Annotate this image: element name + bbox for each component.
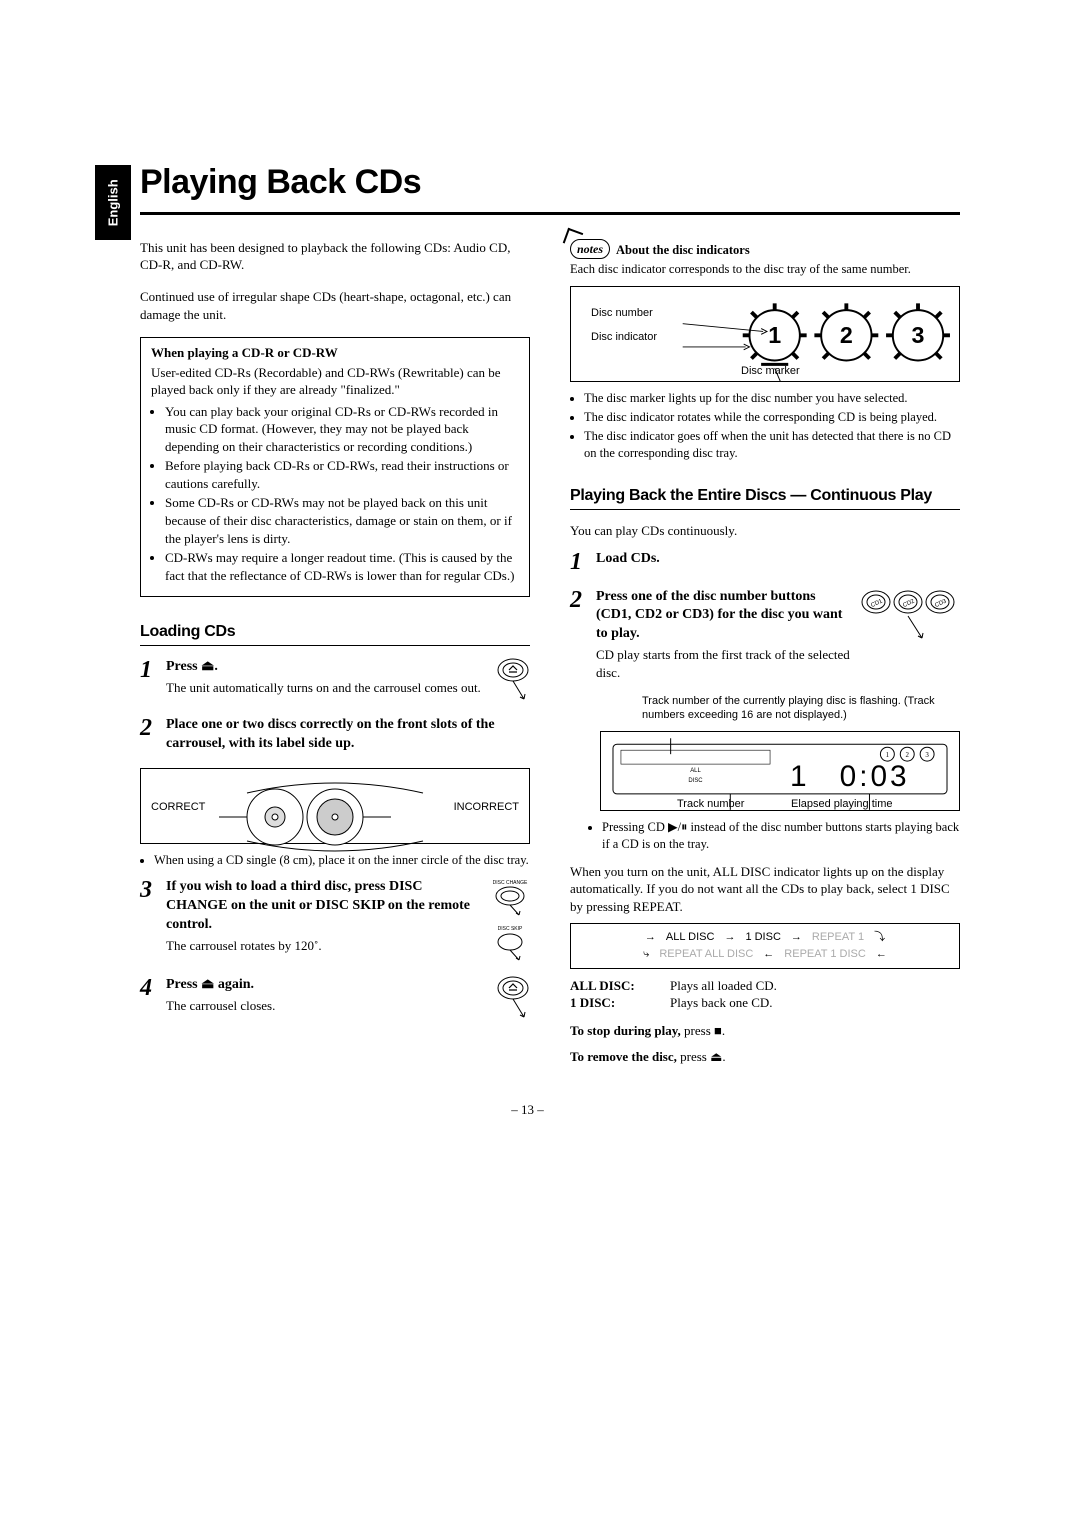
- step-4-head: Press ⏏ again.: [166, 976, 488, 995]
- page-number: – 13 –: [95, 1101, 960, 1119]
- cdr-box-item: CD-RWs may require a longer readout time…: [165, 549, 519, 584]
- disc-indicator-label: Disc indicator: [591, 331, 657, 345]
- disc-skip-button-icon: DISC SKIP: [490, 924, 530, 962]
- cdr-box-title: When playing a CD-R or CD-RW: [151, 344, 519, 362]
- cont-step-1-head: Load CDs.: [596, 550, 960, 569]
- disc-mode-table: ALL DISC: Plays all loaded CD. 1 DISC: P…: [570, 977, 960, 1012]
- cdr-box-item: Before playing back CD-Rs or CD-RWs, rea…: [165, 457, 519, 492]
- stop-line: To stop during play, press ■.: [570, 1022, 960, 1040]
- repeat-seq: 1 DISC: [745, 930, 780, 945]
- step-1-head: Press ⏏.: [166, 658, 488, 677]
- cdr-box-item: Some CD-Rs or CD-RWs may not be played b…: [165, 494, 519, 547]
- section-continuous-play: Playing Back the Entire Discs — Continuo…: [570, 485, 960, 507]
- step-4-body: The carrousel closes.: [166, 997, 488, 1015]
- intro-paragraph-2: Continued use of irregular shape CDs (he…: [140, 288, 530, 323]
- left-column: This unit has been designed to playback …: [140, 239, 530, 1065]
- eject-button-icon: [496, 976, 530, 1020]
- step-number: 2: [140, 716, 158, 740]
- remove-line: To remove the disc, press ⏏.: [570, 1048, 960, 1066]
- kv-val: Plays back one CD.: [670, 994, 773, 1012]
- page-title: Playing Back CDs: [140, 160, 960, 206]
- cdr-box-list: You can play back your original CD-Rs or…: [151, 403, 519, 584]
- right-column: notes About the disc indicators Each dis…: [570, 239, 960, 1065]
- step-number: 2: [570, 588, 588, 612]
- notes-heading: notes About the disc indicators: [570, 239, 960, 259]
- about-disc-indicators: About the disc indicators: [616, 242, 750, 259]
- step-number: 3: [140, 878, 158, 902]
- repeat-seq: ALL DISC: [666, 930, 715, 945]
- step-number: 1: [140, 658, 158, 682]
- continuous-play-lead: You can play CDs continuously.: [570, 522, 960, 540]
- intro-paragraph-1: This unit has been designed to playback …: [140, 239, 530, 274]
- svg-text:DISC CHANGE: DISC CHANGE: [493, 880, 528, 886]
- about-disc-indicators-sub: Each disc indicator corresponds to the d…: [570, 261, 960, 278]
- track-flashing-callout: Track number of the currently playing di…: [642, 695, 960, 723]
- cont-step-2-body: CD play starts from the first track of t…: [596, 646, 852, 681]
- cont-step-1: 1 Load CDs.: [570, 550, 960, 574]
- list-item: The disc indicator goes off when the uni…: [584, 428, 960, 462]
- cdr-box-item: You can play back your original CD-Rs or…: [165, 403, 519, 456]
- step-3-head: If you wish to load a third disc, press …: [166, 878, 482, 935]
- kv-key: ALL DISC:: [570, 977, 670, 995]
- svg-text:1: 1: [790, 760, 810, 793]
- cont-step-2: 2 Press one of the disc number buttons (…: [570, 588, 960, 682]
- display-diagram: ALL DISC 1 0:03 1 2 3 Track number: [600, 731, 960, 811]
- step-3: 3 If you wish to load a third disc, pres…: [140, 878, 530, 962]
- svg-text:DISC SKIP: DISC SKIP: [498, 926, 523, 932]
- language-label: English: [104, 179, 122, 226]
- disc-change-button-icon: DISC CHANGE: [490, 878, 530, 916]
- cdr-note-box: When playing a CD-R or CD-RW User-edited…: [140, 337, 530, 597]
- step-1: 1 Press ⏏. The unit automatically turns …: [140, 658, 530, 702]
- disc-indicator-diagram: 1 2: [570, 286, 960, 382]
- carrousel-diagram: CORRECT INCORRECT: [140, 768, 530, 844]
- svg-text:1: 1: [886, 751, 890, 759]
- svg-text:3: 3: [912, 322, 925, 348]
- svg-text:0:03: 0:03: [840, 760, 910, 793]
- language-tab: English: [95, 165, 131, 240]
- repeat-seq: REPEAT ALL DISC: [659, 947, 753, 962]
- incorrect-label: INCORRECT: [454, 801, 519, 815]
- press-cd-note-list: Pressing CD ▶/⏸ instead of the disc numb…: [588, 819, 960, 853]
- section-rule: [570, 509, 960, 510]
- disc-indicator-bullets: The disc marker lights up for the disc n…: [570, 390, 960, 462]
- svg-text:1: 1: [768, 322, 781, 348]
- kv-key: 1 DISC:: [570, 994, 670, 1012]
- cont-step-2-head: Press one of the disc number buttons (CD…: [596, 588, 852, 645]
- step-4: 4 Press ⏏ again. The carrousel closes.: [140, 976, 530, 1020]
- cd-buttons-icon: CD1 CD2 CD3: [860, 588, 960, 644]
- track-number-label: Track number: [677, 798, 744, 812]
- step-2: 2 Place one or two discs correctly on th…: [140, 716, 530, 754]
- notes-badge: notes: [570, 239, 610, 259]
- step-3-body: The carrousel rotates by 120˚.: [166, 937, 482, 955]
- elapsed-time-label: Elapsed playing time: [791, 798, 893, 812]
- step-2-head: Place one or two discs correctly on the …: [166, 716, 530, 754]
- list-item: The disc indicator rotates while the cor…: [584, 409, 960, 426]
- svg-text:2: 2: [840, 322, 853, 348]
- repeat-seq: REPEAT 1: [812, 930, 864, 945]
- step-number: 1: [570, 550, 588, 574]
- cdr-box-lead: User-edited CD-Rs (Recordable) and CD-RW…: [151, 364, 519, 399]
- step-number: 4: [140, 976, 158, 1000]
- title-rule: [140, 212, 960, 215]
- svg-text:3: 3: [925, 751, 929, 759]
- correct-label: CORRECT: [151, 801, 205, 815]
- repeat-seq: REPEAT 1 DISC: [784, 947, 866, 962]
- disc-marker-label: Disc marker: [741, 365, 800, 379]
- svg-text:2: 2: [906, 751, 910, 759]
- svg-text:ALL: ALL: [690, 768, 701, 774]
- section-loading-cds: Loading CDs: [140, 621, 530, 643]
- all-disc-paragraph: When you turn on the unit, ALL DISC indi…: [570, 863, 960, 916]
- svg-text:DISC: DISC: [688, 778, 703, 784]
- step-1-body: The unit automatically turns on and the …: [166, 679, 488, 697]
- eject-button-icon: [496, 658, 530, 702]
- disc-number-label: Disc number: [591, 307, 653, 321]
- press-cd-note: Pressing CD ▶/⏸ instead of the disc numb…: [602, 819, 960, 853]
- section-rule: [140, 645, 530, 646]
- repeat-cycle-box: → ALL DISC → 1 DISC → REPEAT 1 ⤵ ⤷ REPEA…: [570, 923, 960, 969]
- kv-val: Plays all loaded CD.: [670, 977, 777, 995]
